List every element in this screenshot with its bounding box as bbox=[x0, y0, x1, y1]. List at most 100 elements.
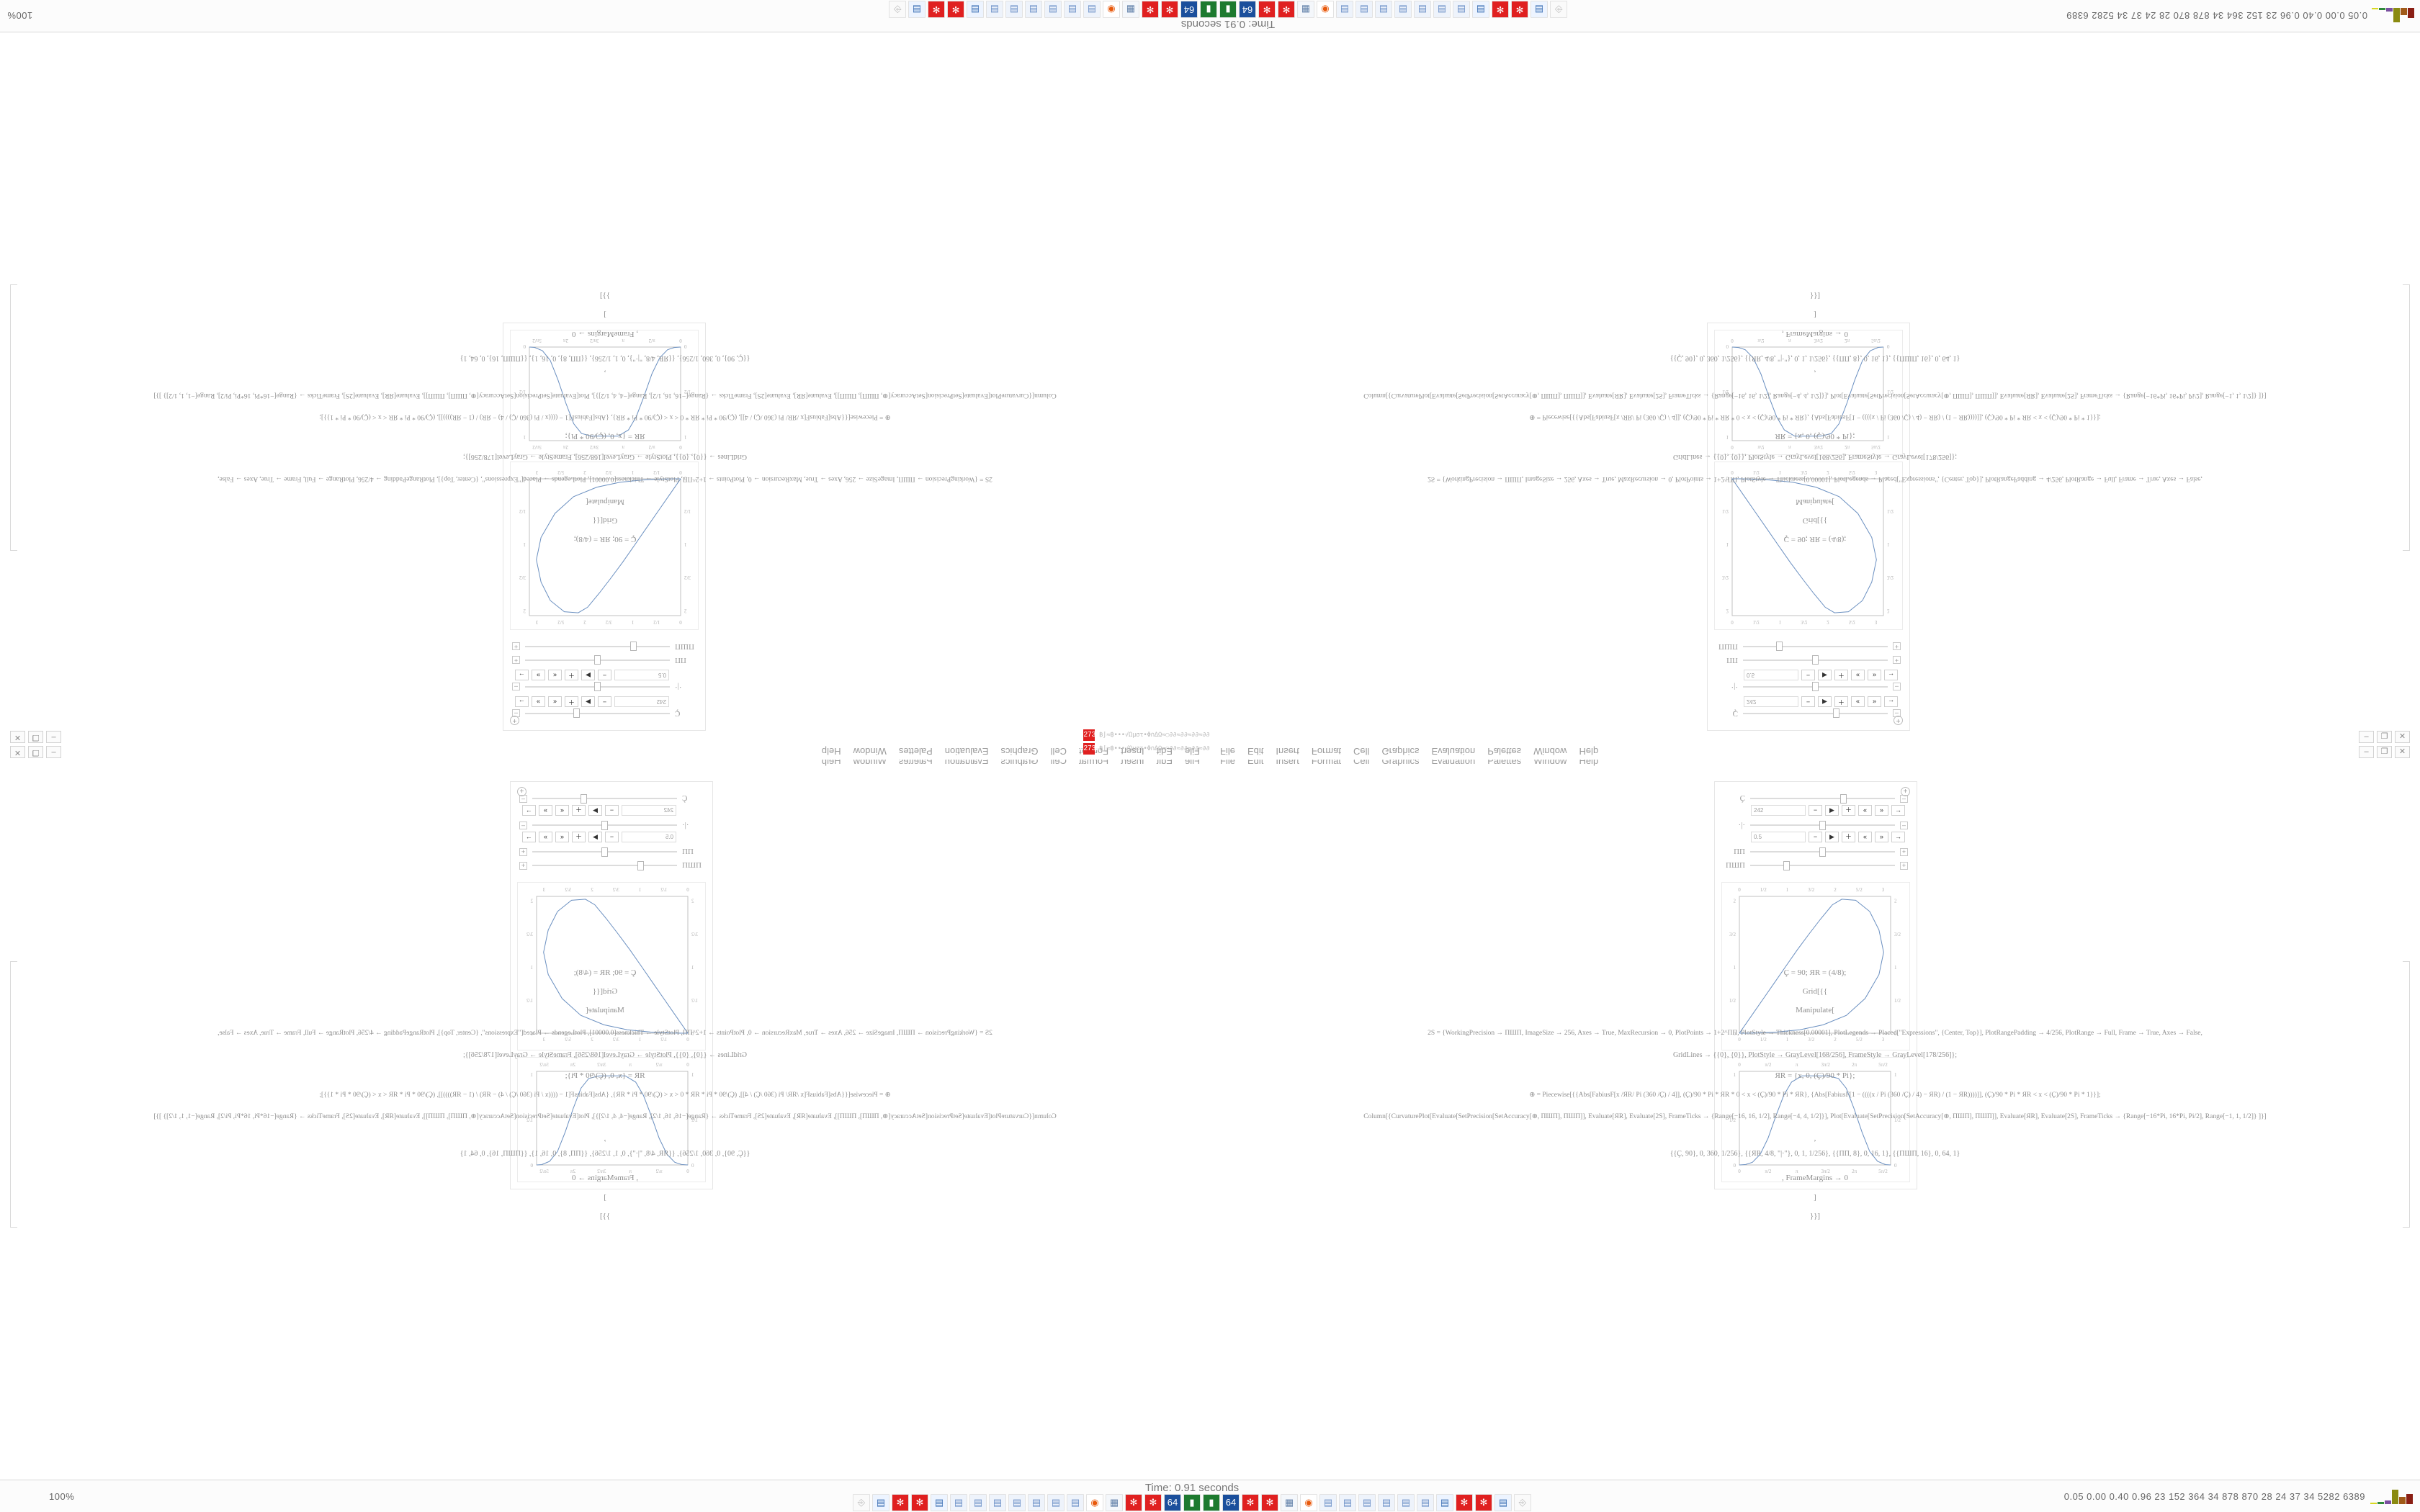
notepad-icon[interactable]: ▤ bbox=[1355, 1, 1373, 19]
stepper-button-4[interactable]: » bbox=[1875, 832, 1888, 842]
plug-icon[interactable]: ⎆ bbox=[853, 1493, 870, 1511]
mathematica-icon[interactable]: ✻ bbox=[1261, 1493, 1278, 1511]
slider-row-2[interactable]: ПП + bbox=[512, 655, 696, 665]
cell-bracket[interactable] bbox=[10, 284, 17, 551]
notebook-window-top-right[interactable]: File Edit Insert Format Cell Graphics Evaluati… bbox=[1210, 32, 2420, 760]
menu-item-cell[interactable]: Cell bbox=[1353, 746, 1370, 757]
notepad-icon[interactable]: ▤ bbox=[1319, 1493, 1337, 1511]
minus-icon[interactable]: – bbox=[1900, 821, 1908, 829]
menu-item-palettes[interactable]: Palettes bbox=[1487, 746, 1522, 757]
cell-bracket[interactable] bbox=[2403, 961, 2410, 1228]
manipulate-controls[interactable]: + Ҫ –242− ▶ ＋ «» → ·|· –0.5− ▶ ＋ «» → ПП + ПШП + bbox=[503, 634, 705, 730]
slider-stepper-row[interactable]: 0.5− ▶ ＋ «» → bbox=[519, 832, 676, 842]
manipulate-controls[interactable]: + Ҫ –242− ▶ ＋ «» → ·|· –0.5− ▶ ＋ «» → ПП + ПШП + bbox=[511, 782, 712, 878]
slider-knob[interactable] bbox=[629, 642, 637, 651]
slider-knob[interactable] bbox=[1776, 642, 1783, 651]
minimize-button[interactable]: – bbox=[2359, 746, 2374, 758]
slider-track[interactable] bbox=[1743, 708, 1888, 718]
slider-stepper-row[interactable]: 0.5− ▶ ＋ «» → bbox=[512, 670, 669, 680]
window-controls-left-upper[interactable]: – ❐ ✕ bbox=[10, 731, 61, 743]
zoom-level[interactable]: 100% bbox=[49, 1490, 75, 1502]
stepper-button-3[interactable]: « bbox=[548, 670, 562, 680]
window-icon[interactable]: ▤ bbox=[1531, 1, 1548, 19]
save64-icon[interactable]: 64 bbox=[1180, 1, 1198, 19]
slider-track[interactable] bbox=[1743, 642, 1888, 651]
notepad-icon[interactable]: ▤ bbox=[986, 1, 1003, 19]
notepad-icon[interactable]: ▤ bbox=[1067, 1493, 1084, 1511]
slider-row-0[interactable]: Ҫ – bbox=[512, 708, 696, 718]
manipulate-controls[interactable]: + Ҫ –242− ▶ ＋ «» → ·|· –0.5− ▶ ＋ «» → ПП + ПШП + bbox=[1715, 782, 1917, 878]
plot-fabius-plot[interactable]: 0 0 π/2 π/2 π π 3π/2 3π/2 2π 2π 5π/2 5π/2 0 0 1/2 1/2 1 1 bbox=[1721, 1057, 1910, 1182]
slider-knob[interactable] bbox=[581, 794, 588, 804]
stepper-button-3[interactable]: « bbox=[1851, 670, 1865, 680]
slider-track[interactable] bbox=[532, 794, 677, 804]
stepper-button-3[interactable]: « bbox=[555, 805, 569, 816]
menu-item-graphics[interactable]: Graphics bbox=[1381, 746, 1420, 757]
slider-knob[interactable] bbox=[1819, 847, 1827, 857]
slider-knob[interactable] bbox=[1812, 682, 1819, 691]
slider-row-2[interactable]: ПП + bbox=[1724, 847, 1908, 857]
slider-value-field[interactable]: 242 bbox=[1751, 805, 1806, 816]
slider-row-1[interactable]: ·|· – bbox=[1724, 821, 1908, 830]
plug-icon[interactable]: ⎆ bbox=[889, 1, 906, 19]
slider-row-0[interactable]: Ҫ – bbox=[519, 794, 704, 804]
plus-icon[interactable]: + bbox=[519, 861, 527, 870]
plug-icon[interactable]: ⎆ bbox=[1550, 1, 1567, 19]
stepper-button-1[interactable]: ▶ bbox=[1818, 696, 1832, 707]
slider-stepper-row[interactable]: 242− ▶ ＋ «» → bbox=[1744, 696, 1901, 707]
notebook-canvas-top-right[interactable]: File Edit Insert Format Cell Graphics Evaluati… bbox=[1210, 32, 2420, 760]
stepper-button-0[interactable]: − bbox=[598, 670, 611, 680]
menu-item-file[interactable]: File bbox=[1220, 746, 1235, 757]
slider-value-field[interactable]: 0.5 bbox=[614, 670, 669, 680]
slider-track[interactable] bbox=[1750, 847, 1895, 857]
calculator-icon[interactable]: ▦ bbox=[1106, 1493, 1123, 1511]
firefox-icon[interactable]: ◉ bbox=[1317, 1, 1334, 19]
stepper-button-2[interactable]: ＋ bbox=[572, 805, 586, 816]
window-controls-right-upper[interactable]: – ❐ ✕ bbox=[2359, 731, 2410, 743]
plus-icon[interactable]: + bbox=[512, 642, 520, 651]
calculator-icon[interactable]: ▦ bbox=[1297, 1, 1314, 19]
notebook-window-top-left[interactable]: FileEditInsertFormatCellGraphicsEvaluati… bbox=[0, 32, 1210, 760]
input-cell-row-2[interactable]: \u273B ฿∫≈฿•••√Ωμστ•Φ∩ΔΩ≈○∂∂≈∂∂≈∂∂≈∂∂≈∂∂… bbox=[0, 742, 1210, 755]
slider-knob[interactable] bbox=[1832, 708, 1839, 718]
notebook-window-left[interactable]: File Edit Insert Format Cell Graphics Evaluati… bbox=[0, 752, 1210, 1480]
slider-value-field[interactable]: 242 bbox=[622, 805, 676, 816]
notepad-icon[interactable]: ▤ bbox=[1453, 1, 1470, 19]
firefox-icon[interactable]: ◉ bbox=[1086, 1493, 1103, 1511]
menubar-top-right[interactable]: File Edit Insert Format Cell Graphics Evaluati… bbox=[1210, 744, 2420, 760]
slider-value-field[interactable]: 242 bbox=[614, 696, 669, 707]
window-icon[interactable]: ▤ bbox=[872, 1493, 889, 1511]
slider-stepper-row[interactable]: 242− ▶ ＋ «» → bbox=[1751, 805, 1908, 816]
notepad-icon[interactable]: ▤ bbox=[1044, 1, 1062, 19]
manipulate-controls[interactable]: + Ҫ –242− ▶ ＋ «» → ·|· –0.5− ▶ ＋ «» → ПП + ПШП + bbox=[1708, 634, 1909, 730]
manipulate-panel-top-left[interactable]: + Ҫ –242− ▶ ＋ «» → ·|· –0.5− ▶ ＋ «» → ПП + ПШП +0 0 1/2 1/2… bbox=[503, 323, 706, 731]
cell-bracket[interactable] bbox=[10, 961, 17, 1228]
stepper-button-4[interactable]: » bbox=[1868, 670, 1881, 680]
notebook-canvas-right[interactable]: File Edit Insert Format Cell Graphics Evaluati… bbox=[1210, 752, 2420, 1480]
stepper-button-2[interactable]: ＋ bbox=[1842, 832, 1855, 842]
window-controls-left-lower[interactable]: – ❐ ✕ bbox=[10, 746, 61, 758]
slider-knob[interactable] bbox=[593, 682, 601, 691]
notepad-icon[interactable]: ▤ bbox=[1047, 1493, 1065, 1511]
slider-knob[interactable] bbox=[601, 847, 608, 857]
stepper-button-5[interactable]: → bbox=[1884, 696, 1898, 707]
slider-stepper-row[interactable]: 0.5− ▶ ＋ «» → bbox=[1751, 832, 1908, 842]
stepper-button-0[interactable]: − bbox=[1809, 805, 1822, 816]
stepper-button-2[interactable]: ＋ bbox=[1834, 696, 1848, 707]
stepper-button-3[interactable]: « bbox=[1858, 805, 1872, 816]
notepad-icon[interactable]: ▤ bbox=[1358, 1493, 1376, 1511]
restore-button[interactable]: ❐ bbox=[28, 731, 43, 743]
slider-knob[interactable] bbox=[593, 655, 601, 665]
slider-row-1[interactable]: ·|· – bbox=[519, 821, 704, 830]
minus-icon[interactable]: – bbox=[519, 821, 527, 829]
mathematica-icon[interactable]: ✻ bbox=[1242, 1493, 1259, 1511]
slider-track[interactable] bbox=[1750, 794, 1895, 804]
slider-row-0[interactable]: Ҫ – bbox=[1724, 794, 1908, 804]
stepper-button-4[interactable]: » bbox=[532, 670, 545, 680]
plug-icon[interactable]: ⎆ bbox=[1514, 1493, 1531, 1511]
zoom-level[interactable]: 100% bbox=[7, 10, 33, 22]
slider-track[interactable] bbox=[1743, 682, 1888, 691]
close-button[interactable]: ✕ bbox=[2395, 746, 2410, 758]
minimize-button[interactable]: – bbox=[46, 731, 61, 743]
save64-icon[interactable]: 64 bbox=[1164, 1493, 1181, 1511]
